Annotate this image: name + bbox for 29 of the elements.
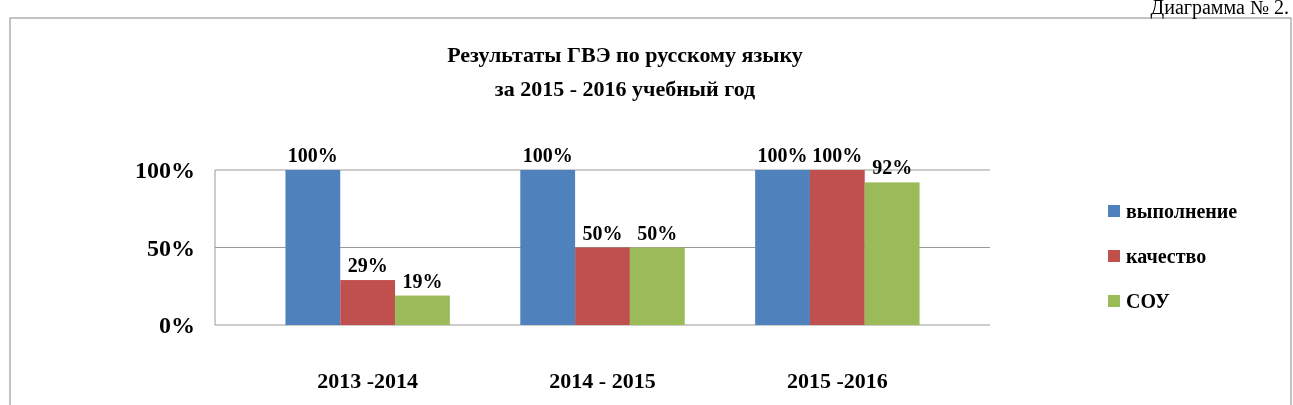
bar (340, 280, 396, 325)
y-tick-label: 0% (159, 312, 195, 338)
legend-label: СОУ (1126, 290, 1170, 312)
bar (395, 295, 450, 325)
x-tick-label: 2013 -2014 (317, 368, 419, 393)
bar (864, 182, 920, 325)
data-label: 92% (872, 156, 913, 179)
data-label: 100% (812, 144, 863, 166)
data-label: 19% (402, 269, 443, 292)
legend-label: качество (1126, 245, 1207, 267)
x-tick-label: 2014 - 2015 (549, 368, 656, 393)
bar (755, 170, 810, 325)
data-label: 29% (347, 254, 388, 277)
bar (629, 247, 685, 325)
data-label: 100% (287, 144, 338, 166)
bar (575, 247, 630, 325)
legend-label: выполнение (1126, 200, 1238, 222)
bar (520, 170, 576, 325)
y-tick-label: 50% (147, 234, 195, 261)
data-label: 100% (522, 144, 573, 166)
text: Диаграмма № 2. (1150, 0, 1289, 19)
bar (285, 170, 341, 325)
data-label: 50% (582, 221, 623, 244)
data-label: 50% (637, 221, 678, 244)
x-tick-label: 2015 -2016 (786, 368, 888, 393)
y-tick-label: 100% (135, 157, 195, 183)
bar (809, 170, 865, 325)
data-label: 100% (757, 144, 808, 166)
chart-title: Результаты ГВЭ по русскому языку за 2015 - 2016 учебный год (447, 42, 803, 101)
